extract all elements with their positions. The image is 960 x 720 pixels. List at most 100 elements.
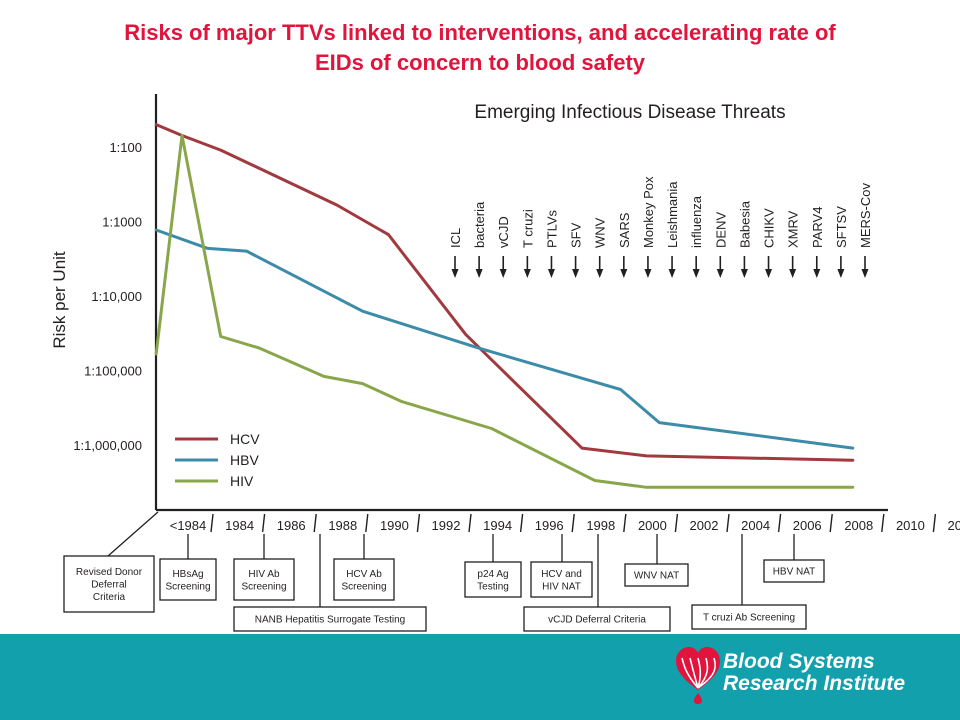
x-tick-label: 2012 bbox=[948, 518, 960, 533]
x-tick-label: <1984 bbox=[170, 518, 207, 533]
intervention-box bbox=[233, 606, 427, 632]
threat-t-cruzi: T cruzi bbox=[520, 209, 535, 278]
intervention-p24-ag-testing: p24 Ag Testing bbox=[464, 534, 522, 598]
x-tick-separator bbox=[674, 513, 679, 533]
threat-arrow-head bbox=[716, 269, 724, 278]
x-tick-separator bbox=[468, 513, 472, 533]
x-tick-label: 1996 bbox=[535, 518, 564, 533]
y-tick-label: 1:1000 bbox=[102, 215, 142, 230]
intervention-box bbox=[691, 604, 807, 630]
threat-ptlvs: PTLVs bbox=[544, 209, 559, 278]
threat-arrow-head bbox=[547, 269, 555, 278]
intervention-connector bbox=[107, 511, 159, 557]
intervention-hcv-ab-screening: HCV Ab Screening bbox=[333, 534, 395, 601]
intervention-label: HIV Ab Screening bbox=[241, 569, 286, 593]
series-line-hcv bbox=[154, 123, 855, 462]
threat-label: PARV4 bbox=[810, 207, 825, 248]
slide-title: Risks of major TTVs linked to interventi… bbox=[40, 18, 920, 78]
axes bbox=[154, 94, 888, 512]
x-tick-separator bbox=[829, 513, 833, 533]
threat-arrow-head bbox=[789, 269, 797, 278]
threat-label: influenza bbox=[689, 195, 704, 248]
x-tick-separator bbox=[571, 513, 575, 533]
threat-label: Monkey Pox bbox=[641, 176, 656, 248]
intervention-revised-donor-deferral-criteria: Revised Donor Deferral Criteria bbox=[63, 511, 159, 613]
threat-chikv: CHIKV bbox=[762, 208, 777, 278]
intervention-box bbox=[464, 561, 522, 598]
x-tick-label: 2002 bbox=[690, 518, 719, 533]
threat-arrow-head bbox=[644, 269, 652, 278]
x-tick-label: 1990 bbox=[380, 518, 409, 533]
x-tick-label: 1988 bbox=[328, 518, 357, 533]
intervention-box bbox=[233, 558, 295, 601]
threat-icl: ICL bbox=[448, 228, 463, 278]
intervention-label: HBsAg Screening bbox=[165, 569, 210, 593]
threat-arrow-head bbox=[620, 269, 628, 278]
x-tick-separator bbox=[365, 513, 369, 533]
threat-label: SFV bbox=[569, 222, 584, 248]
threat-label: CHIKV bbox=[762, 208, 777, 248]
threat-leishmania: Leishmania bbox=[665, 181, 680, 278]
series-line-hbv bbox=[154, 228, 855, 450]
x-tick-labels: <1984 1984 1986 1988 1990 1992 1994 1996 1998 200… bbox=[170, 513, 960, 533]
threat-vcjd: vCJD bbox=[496, 216, 511, 278]
intervention-box bbox=[763, 559, 825, 583]
intervention-box bbox=[63, 555, 155, 613]
y-tick-label: 1:10,000 bbox=[91, 289, 142, 304]
x-tick-label: 1984 bbox=[225, 518, 254, 533]
x-tick-separator bbox=[519, 513, 524, 533]
y-tick-label: 1:100 bbox=[109, 140, 142, 155]
threat-label: DENV bbox=[713, 212, 728, 248]
threat-label: Leishmania bbox=[665, 181, 680, 248]
intervention-box bbox=[333, 558, 395, 601]
x-tick-separator bbox=[777, 513, 782, 533]
intervention-label: T cruzi Ab Screening bbox=[703, 613, 795, 624]
intervention-nanb-hepatitis-surrogate-testing: NANB Hepatitis Surrogate Testing bbox=[233, 534, 427, 632]
threat-arrow-head bbox=[475, 269, 483, 278]
intervention-box bbox=[523, 606, 671, 632]
chart-title: Emerging Infectious Disease Threats bbox=[474, 102, 785, 123]
y-tick-labels: 1:100 1:1000 1:10,000 1:100,000 1:1,000,000 bbox=[73, 140, 142, 453]
intervention-box bbox=[159, 558, 217, 601]
threat-xmrv: XMRV bbox=[786, 210, 801, 278]
series-lines bbox=[154, 123, 855, 489]
intervention-boxes: Revised Donor Deferral Criteria HBsAg Screen… bbox=[63, 511, 825, 632]
threat-label: PTLVs bbox=[544, 209, 559, 248]
legend: HCV HBV HIV bbox=[175, 431, 260, 489]
threat-label: XMRV bbox=[786, 210, 801, 248]
chart-panel bbox=[40, 88, 888, 634]
x-tick-label: 1998 bbox=[586, 518, 615, 533]
threat-sftsv: SFTSV bbox=[834, 206, 849, 278]
threat-arrow-head bbox=[692, 269, 700, 278]
y-tick-label: 1:100,000 bbox=[84, 364, 142, 379]
intervention-label: HCV and HIV NAT bbox=[541, 569, 582, 593]
intervention-label: p24 Ag Testing bbox=[477, 569, 509, 593]
threat-label: bacteria bbox=[472, 201, 487, 248]
x-tick-separator bbox=[881, 513, 885, 533]
threat-arrow-head bbox=[813, 269, 821, 278]
y-axis-label: Risk per Unit bbox=[50, 251, 69, 349]
x-tick-separator bbox=[623, 513, 627, 533]
threat-label: SFTSV bbox=[834, 206, 849, 248]
intervention-label: vCJD Deferral Criteria bbox=[548, 615, 646, 626]
intervention-t-cruzi-ab-screening: T cruzi Ab Screening bbox=[691, 534, 807, 630]
intervention-label: HCV Ab Screening bbox=[341, 569, 386, 593]
intervention-label: HBV NAT bbox=[773, 567, 816, 578]
x-tick-separator bbox=[313, 513, 317, 533]
intervention-wnv-nat: WNV NAT bbox=[624, 534, 689, 587]
threat-arrow-head bbox=[668, 269, 676, 278]
threat-monkey-pox: Monkey Pox bbox=[641, 176, 656, 278]
x-tick-separator bbox=[726, 513, 730, 533]
threat-label: T cruzi bbox=[520, 209, 535, 248]
threat-arrow-head bbox=[499, 269, 507, 278]
threat-arrow-head bbox=[523, 269, 531, 278]
slide-title-line-1: Risks of major TTVs linked to interventi… bbox=[124, 20, 836, 45]
intervention-hcv-and-hiv-nat: HCV and HIV NAT bbox=[530, 534, 593, 598]
threat-arrow-head bbox=[451, 269, 459, 278]
threat-label: WNV bbox=[593, 217, 608, 248]
threat-influenza: influenza bbox=[689, 195, 704, 278]
threat-arrow-head bbox=[837, 269, 845, 278]
threat-babesia: Babesia bbox=[737, 200, 752, 278]
threat-arrow-head bbox=[861, 269, 869, 278]
threat-arrow-head bbox=[740, 269, 748, 278]
